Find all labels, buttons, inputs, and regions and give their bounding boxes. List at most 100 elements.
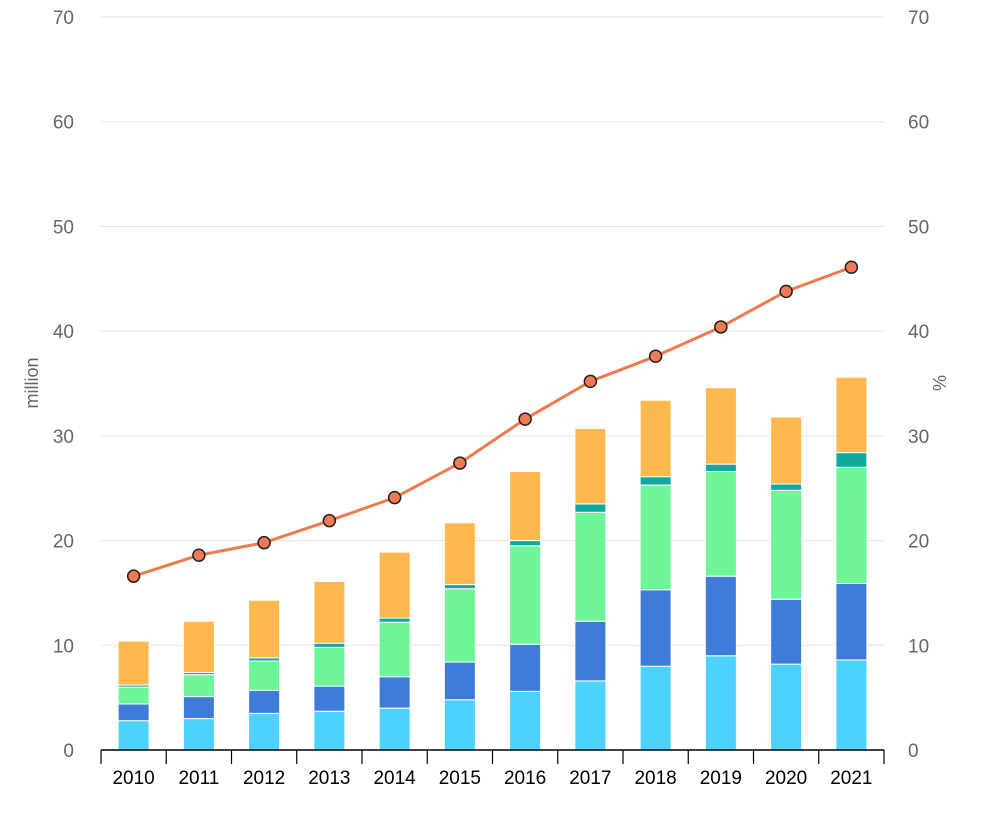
bar-segment <box>378 621 411 678</box>
line-point <box>387 490 402 505</box>
x-tick-label: 2018 <box>634 768 676 789</box>
y-right-tick-label: 10 <box>908 636 929 657</box>
bar-segment <box>835 466 868 585</box>
line-point <box>779 284 793 299</box>
bar-segment <box>639 476 672 486</box>
bar-segment <box>770 489 803 600</box>
bar-segment <box>248 712 281 751</box>
y-right-tick-label: 50 <box>908 217 929 238</box>
line-point <box>844 260 859 275</box>
bar-segment <box>443 584 476 590</box>
bar-segment <box>509 470 542 542</box>
y-left-tick-label: 10 <box>53 636 74 657</box>
y-left-tick-label: 30 <box>53 427 74 448</box>
bar-segment <box>117 720 150 751</box>
line-point <box>322 513 337 528</box>
bar-segment <box>704 463 737 472</box>
bar-segment <box>117 686 150 705</box>
line-point <box>518 412 532 426</box>
y-right-tick-label: 70 <box>908 8 929 29</box>
bar-segment <box>248 660 281 691</box>
x-tick-label: 2011 <box>178 768 219 789</box>
y-right-tick-label: 20 <box>908 532 929 553</box>
bar-segment <box>443 522 476 586</box>
line-point <box>453 456 467 470</box>
line-point <box>126 569 141 583</box>
bar-segment <box>639 399 672 478</box>
bar-segment <box>509 690 542 751</box>
bar-segment <box>835 376 868 454</box>
bar-segment <box>182 718 215 751</box>
y-left-tick-label: 20 <box>53 532 74 553</box>
bar-segment <box>117 703 150 722</box>
bar-segment <box>704 575 737 657</box>
x-tick-label: 2010 <box>112 768 154 789</box>
bar-segment <box>378 707 411 751</box>
bar-segment <box>639 665 672 751</box>
line-point <box>257 535 271 550</box>
gridlines <box>101 16 884 646</box>
bar-segment <box>574 620 607 682</box>
bar-segment <box>443 699 476 751</box>
bar-segment <box>574 680 607 751</box>
line-path <box>133 265 852 578</box>
y-right-tick-label: 60 <box>908 113 929 134</box>
x-tick-label: 2019 <box>700 768 742 789</box>
bar-segment <box>313 642 346 648</box>
y-left-tick-label: 40 <box>53 322 74 343</box>
axes <box>100 749 885 764</box>
bar-segment <box>574 503 607 513</box>
y-right-tick-label: 40 <box>908 322 929 343</box>
bar-segment <box>509 545 542 645</box>
y-axis-right-title: % <box>930 375 950 391</box>
line-point <box>583 374 598 389</box>
bar-segment <box>770 598 803 665</box>
x-tick-label: 2020 <box>765 768 807 789</box>
line-point <box>648 349 663 364</box>
x-tick-label: 2013 <box>308 768 350 789</box>
bar-segment <box>835 583 868 661</box>
tick-labels: 0 10 20 30 40 50 60 70 0 10 20 30 40 50 60 70 2010 2011 20… <box>53 8 929 789</box>
bar-segment <box>182 696 215 720</box>
bar-segment <box>770 416 803 485</box>
bar-segment <box>770 663 803 751</box>
bar-segment <box>313 710 346 751</box>
bar-segment <box>378 617 411 623</box>
y-axis-left-title: million <box>22 357 42 408</box>
bar-segment <box>182 674 215 698</box>
line-series <box>126 260 859 583</box>
x-tick-label: 2012 <box>243 768 285 789</box>
y-left-tick-label: 50 <box>53 217 74 238</box>
bar-segment <box>117 640 150 686</box>
x-tick-label: 2015 <box>439 768 481 789</box>
y-right-tick-label: 30 <box>908 427 929 448</box>
x-tick-label: 2016 <box>504 768 546 789</box>
bar-segment <box>704 470 737 577</box>
bars <box>117 376 868 751</box>
line-point <box>192 548 206 562</box>
bar-segment <box>378 551 411 619</box>
bar-segment <box>639 484 672 591</box>
bar-segment <box>574 428 607 505</box>
bar-segment <box>443 661 476 701</box>
bar-segment <box>248 599 281 659</box>
bar-segment <box>509 540 542 547</box>
bar-segment <box>378 676 411 709</box>
bar-segment <box>574 511 607 622</box>
y-left-tick-label: 0 <box>63 741 74 762</box>
y-left-tick-label: 70 <box>53 8 74 29</box>
bar-segment <box>704 655 737 751</box>
bar-segment <box>313 685 346 712</box>
line-point <box>714 320 728 334</box>
x-tick-label: 2021 <box>830 768 872 789</box>
x-tick-label: 2017 <box>569 768 611 789</box>
bar-segment <box>704 387 737 465</box>
bar-segment <box>313 646 346 687</box>
bar-segment <box>770 483 803 491</box>
bar-segment <box>443 588 476 663</box>
bar-segment <box>248 689 281 714</box>
bar-segment <box>639 589 672 667</box>
bar-segment <box>835 659 868 751</box>
